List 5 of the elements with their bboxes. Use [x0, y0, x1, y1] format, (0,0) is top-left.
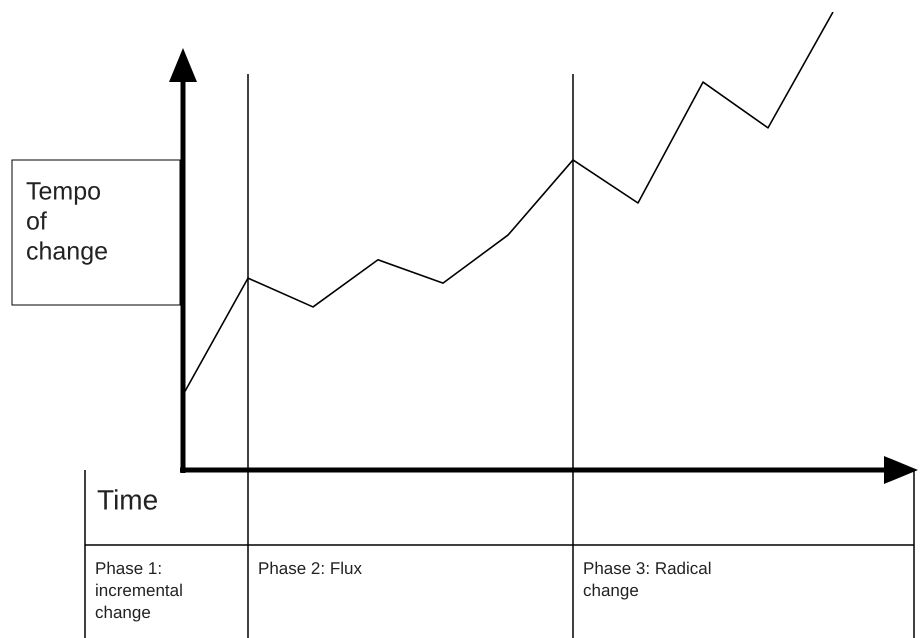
text: Phase 1: incremental change	[95, 559, 183, 622]
x-axis-title: Time	[97, 484, 158, 516]
text: Phase 2: Flux	[258, 559, 362, 578]
text: Phase 3: Radical change	[583, 559, 712, 600]
y-axis-title: Tempo of change	[26, 177, 108, 266]
